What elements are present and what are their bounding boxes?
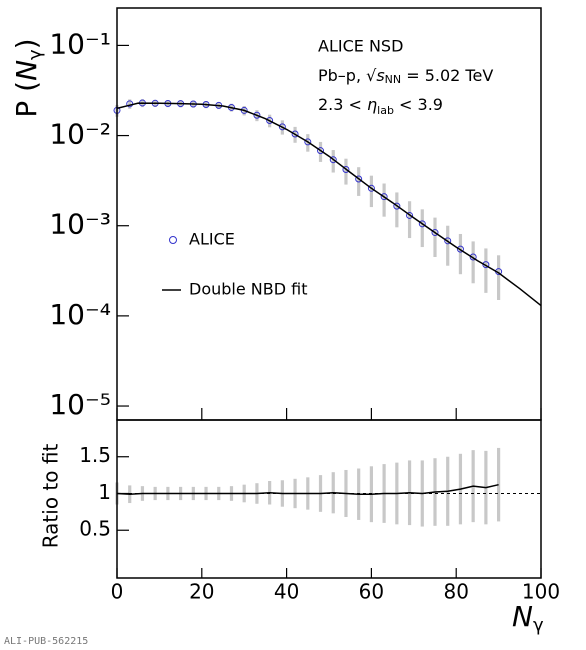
data-point — [329, 156, 337, 164]
data-point — [444, 237, 452, 245]
line — [116, 102, 542, 307]
x-tick-label: 80 — [443, 580, 468, 604]
y-label-part: γ — [25, 49, 46, 60]
error-band — [497, 447, 501, 522]
y-tick-label: 10⁻³ — [49, 208, 111, 241]
data-point — [355, 175, 363, 183]
error-band — [331, 150, 335, 173]
y-tick-label: 0.5 — [79, 517, 111, 541]
legend-label: Double NBD fit — [189, 280, 307, 299]
data-point — [431, 229, 439, 237]
data-point — [456, 245, 464, 253]
line — [116, 483, 499, 495]
error-band — [471, 241, 475, 284]
annotation-part: Pb–p, √ — [318, 66, 377, 85]
frame — [116, 419, 542, 579]
annotation-part: s — [376, 66, 384, 85]
data-point — [482, 261, 490, 269]
data-point — [278, 123, 286, 131]
annotation: ALICE NSD — [318, 37, 403, 56]
error-band — [497, 255, 501, 301]
error-band — [128, 99, 132, 109]
y-tick-label: 10⁻⁵ — [49, 388, 111, 421]
footer: ALI-PUB-562215 — [4, 636, 88, 647]
y-tick-label: 10⁻² — [49, 118, 111, 151]
x-tick-label: 0 — [111, 580, 124, 604]
data-point — [291, 130, 299, 138]
y-axis-label: Ratio to fit — [39, 444, 63, 549]
annotation: 2.3 < ηlab < 3.9 — [318, 95, 443, 118]
data-point — [393, 202, 401, 210]
data-point — [380, 193, 388, 201]
error-band — [395, 192, 399, 228]
x-tick-label: 60 — [359, 580, 384, 604]
y-label-part: ) — [10, 38, 43, 49]
legend-label: ALICE — [189, 230, 235, 249]
data-point — [406, 211, 414, 219]
y-tick-label: 1.5 — [79, 443, 111, 467]
annotation: Pb–p, √sNN = 5.02 TeV — [318, 66, 493, 87]
error-band — [458, 233, 463, 275]
data-point — [304, 138, 312, 146]
y-tick-label: 1 — [98, 480, 111, 504]
error-band — [318, 141, 323, 162]
error-band — [407, 201, 412, 239]
error-band — [420, 209, 424, 248]
annotation-part: 2.3 < — [318, 95, 367, 114]
y-label-part: P ( — [10, 81, 43, 118]
x-axis-label: Nγ — [512, 600, 544, 636]
annotation-part: NN — [385, 73, 401, 86]
error-band — [484, 248, 488, 293]
data-point — [317, 147, 325, 155]
data-point — [367, 184, 375, 192]
annotation-part: lab — [377, 104, 394, 117]
error-band — [446, 225, 450, 266]
x-tick-label: 40 — [274, 580, 299, 604]
x-tick-label: 100 — [522, 580, 560, 604]
data-point — [469, 253, 477, 261]
y-tick-label: 10⁻⁴ — [49, 298, 111, 331]
data-point — [266, 116, 274, 124]
x-label-part: N — [512, 600, 533, 633]
data-point — [342, 166, 350, 174]
y-label-part: N — [10, 60, 43, 81]
data-point — [418, 220, 426, 228]
y-axis-label: P (Nγ) — [10, 38, 46, 117]
error-band — [306, 134, 310, 152]
error-band — [344, 158, 348, 185]
y-tick-label: 10⁻¹ — [49, 27, 111, 60]
error-band — [433, 217, 437, 257]
x-tick-label: 20 — [189, 580, 214, 604]
data-point — [253, 111, 261, 119]
x-label-part: γ — [533, 615, 544, 636]
annotation-part: η — [367, 95, 377, 114]
annotation-part: < 3.9 — [394, 95, 443, 114]
legend-marker — [169, 236, 177, 244]
annotation-part: = 5.02 TeV — [401, 66, 493, 85]
